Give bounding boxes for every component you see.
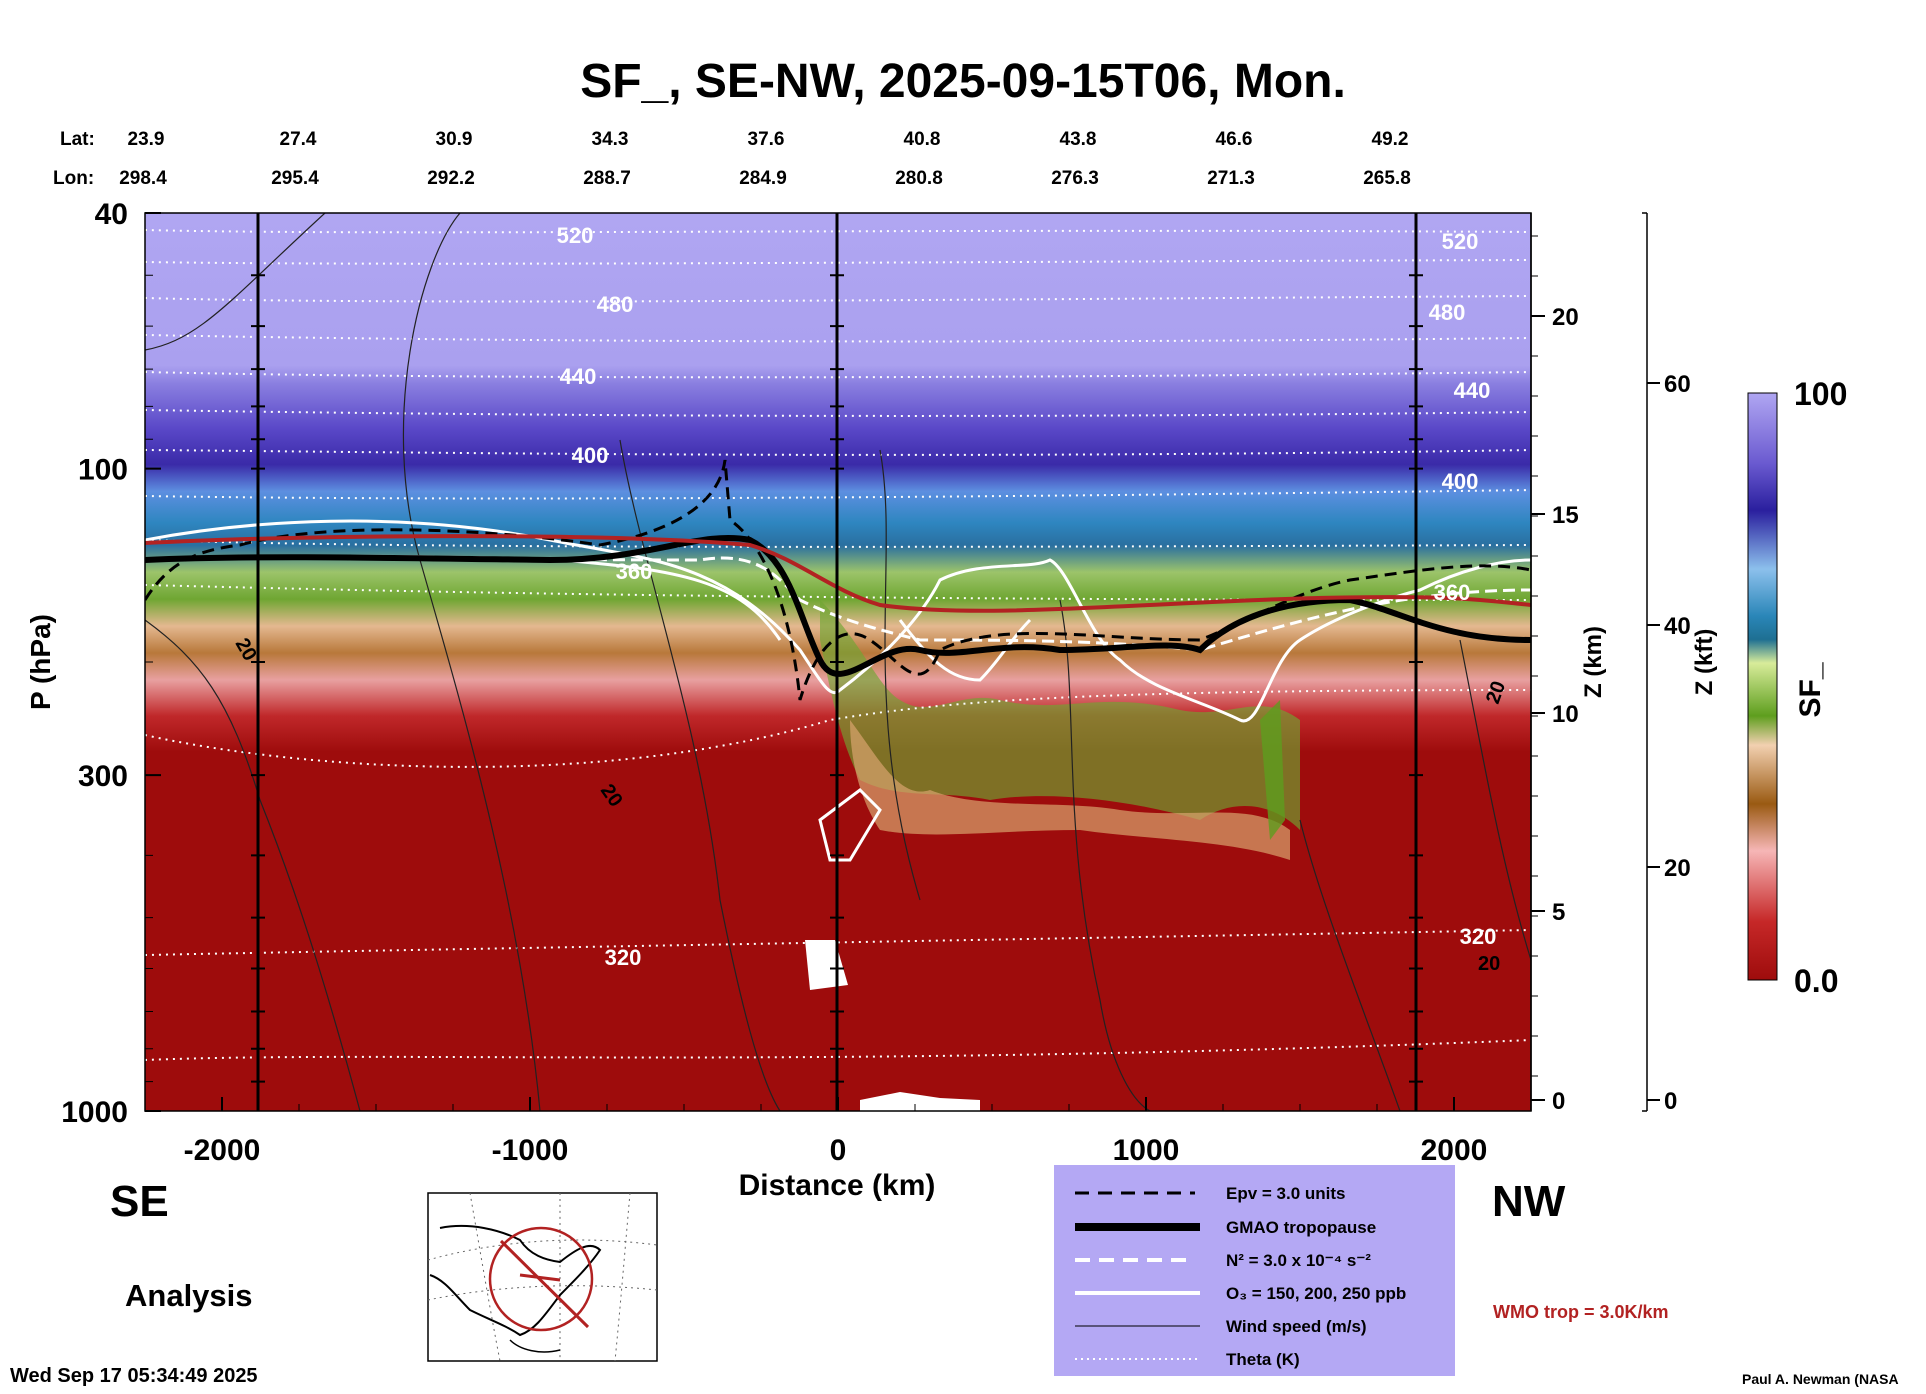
credit: Paul A. Newman (NASA [1742, 1371, 1899, 1387]
lat-value: 30.9 [436, 129, 473, 150]
legend-box [1054, 1165, 1455, 1376]
lon-value: 276.3 [1051, 168, 1099, 189]
map-section-cross [519, 1273, 561, 1282]
map-graticule [427, 1192, 658, 1362]
colorbar [1747, 392, 1778, 981]
lon-value: 280.8 [895, 168, 943, 189]
legend-gmao-label: GMAO tropopause [1226, 1218, 1376, 1237]
lon-value: 288.7 [583, 168, 631, 189]
x-tick-label: 2000 [1421, 1134, 1488, 1167]
z-kft-axis: 60 40 20 0 [1642, 212, 1691, 1115]
chart-title: SF_, SE-NW, 2025-09-15T06, Mon. [580, 55, 1346, 108]
theta-label: 520 [1442, 229, 1479, 254]
inset-map [427, 1192, 658, 1362]
map-coastline [429, 1224, 602, 1337]
legend-epv-label: Epv = 3.0 units [1226, 1184, 1346, 1203]
theta-label: 480 [1429, 300, 1466, 325]
colorbar-label: SF_ [1794, 662, 1827, 717]
x-tick-label: 0 [830, 1134, 847, 1167]
lon-value: 292.2 [427, 168, 475, 189]
x-axis: -2000 -1000 0 1000 2000 [184, 1097, 1488, 1167]
lon-value: 284.9 [739, 168, 787, 189]
direction-nw: NW [1492, 1177, 1566, 1226]
lat-value: 43.8 [1060, 129, 1097, 150]
legend-ozone-label: O₃ = 150, 200, 250 ppb [1226, 1284, 1406, 1303]
legend-wind-label: Wind speed (m/s) [1226, 1317, 1367, 1336]
theta-label: 360 [1434, 580, 1471, 605]
x-axis-label: Distance (km) [739, 1169, 936, 1202]
theta-label: 520 [557, 223, 594, 248]
direction-se: SE [110, 1177, 169, 1226]
fold-narrow-green [1260, 700, 1285, 840]
theta-label: 320 [1460, 924, 1497, 949]
lon-value: 265.8 [1363, 168, 1411, 189]
map-coastline-south [509, 1339, 561, 1353]
lat-value: 46.6 [1216, 129, 1253, 150]
lon-values: 298.4 295.4 292.2 288.7 284.9 280.8 276.3 271.3… [119, 168, 1411, 189]
z-kft-tick-label: 0 [1664, 1088, 1677, 1115]
theta-label: 400 [572, 443, 609, 468]
x-tick-label: 1000 [1113, 1134, 1180, 1167]
z-kft-label: Z (kft) [1691, 629, 1718, 696]
z-km-tick-label: 20 [1552, 304, 1579, 331]
theta-labels: 520 480 440 400 360 320 520 480 440 400 … [557, 223, 1497, 970]
z-kft-tick-label: 20 [1664, 855, 1691, 882]
fold-tan-region [850, 720, 1290, 860]
z-km-label: Z (km) [1580, 626, 1607, 698]
legend-n2-label: N² = 3.0 x 10⁻⁴ s⁻² [1226, 1251, 1371, 1270]
lat-value: 37.6 [748, 129, 785, 150]
lat-value: 27.4 [280, 129, 317, 150]
plot-area [145, 213, 1531, 1111]
theta-label: 440 [560, 364, 597, 389]
lat-value: 23.9 [128, 129, 165, 150]
z-km-axis: 20 15 10 5 0 [1530, 213, 1579, 1115]
lat-value: 49.2 [1372, 129, 1409, 150]
theta-label: 400 [1442, 469, 1479, 494]
theta-label: 320 [605, 945, 642, 970]
gmao-tropopause-line [145, 534, 1531, 677]
lon-value: 295.4 [271, 168, 319, 189]
theta-contours [145, 229, 1531, 1061]
z-km-tick-label: 10 [1552, 701, 1579, 728]
y-tick-label: 1000 [61, 1096, 128, 1129]
y-tick-label: 40 [95, 198, 128, 231]
theta-label: 360 [616, 559, 653, 584]
y-tick-label: 300 [78, 760, 128, 793]
wind-label: 20 [1478, 953, 1500, 975]
legend: Epv = 3.0 units GMAO tropopause N² = 3.0… [1054, 1165, 1455, 1376]
theta-label: 440 [1454, 378, 1491, 403]
missing-data-surface [860, 1092, 980, 1111]
z-km-tick-label: 0 [1552, 1088, 1565, 1115]
legend-theta-label: Theta (K) [1226, 1350, 1300, 1369]
wmo-trop-label: WMO trop = 3.0K/km [1493, 1302, 1669, 1322]
lat-value: 40.8 [904, 129, 941, 150]
colorbar-max-label: 100 [1794, 376, 1847, 412]
z-kft-tick-label: 40 [1664, 613, 1691, 640]
x-tick-label: -2000 [184, 1134, 261, 1167]
wind-contours [145, 213, 1531, 1111]
lon-value: 298.4 [119, 168, 167, 189]
lon-row-label: Lon: [53, 168, 94, 189]
map-range-circle [488, 1226, 594, 1332]
wmo-tropopause-line [145, 534, 1531, 613]
y-axis-label: P (hPa) [25, 614, 56, 710]
lat-value: 34.3 [592, 129, 629, 150]
lat-row-label: Lat: [60, 129, 95, 150]
fold-green-region [820, 600, 1300, 830]
timestamp: Wed Sep 17 05:34:49 2025 [10, 1365, 258, 1387]
theta-label: 480 [597, 292, 634, 317]
z-km-tick-label: 15 [1552, 502, 1579, 529]
z-km-tick-label: 5 [1552, 899, 1565, 926]
vertical-marker-ticks [251, 274, 1423, 1083]
lon-value: 271.3 [1207, 168, 1255, 189]
y-tick-label: 100 [78, 454, 128, 487]
lat-values: 23.9 27.4 30.9 34.3 37.6 40.8 43.8 46.6 49.2 [128, 129, 1409, 150]
z-kft-tick-label: 60 [1664, 371, 1691, 398]
x-tick-label: -1000 [492, 1134, 569, 1167]
map-section-line [499, 1239, 590, 1329]
analysis-label: Analysis [125, 1278, 253, 1313]
y-axis: 40 100 300 1000 [61, 198, 161, 1129]
colorbar-min-label: 0.0 [1794, 963, 1838, 999]
